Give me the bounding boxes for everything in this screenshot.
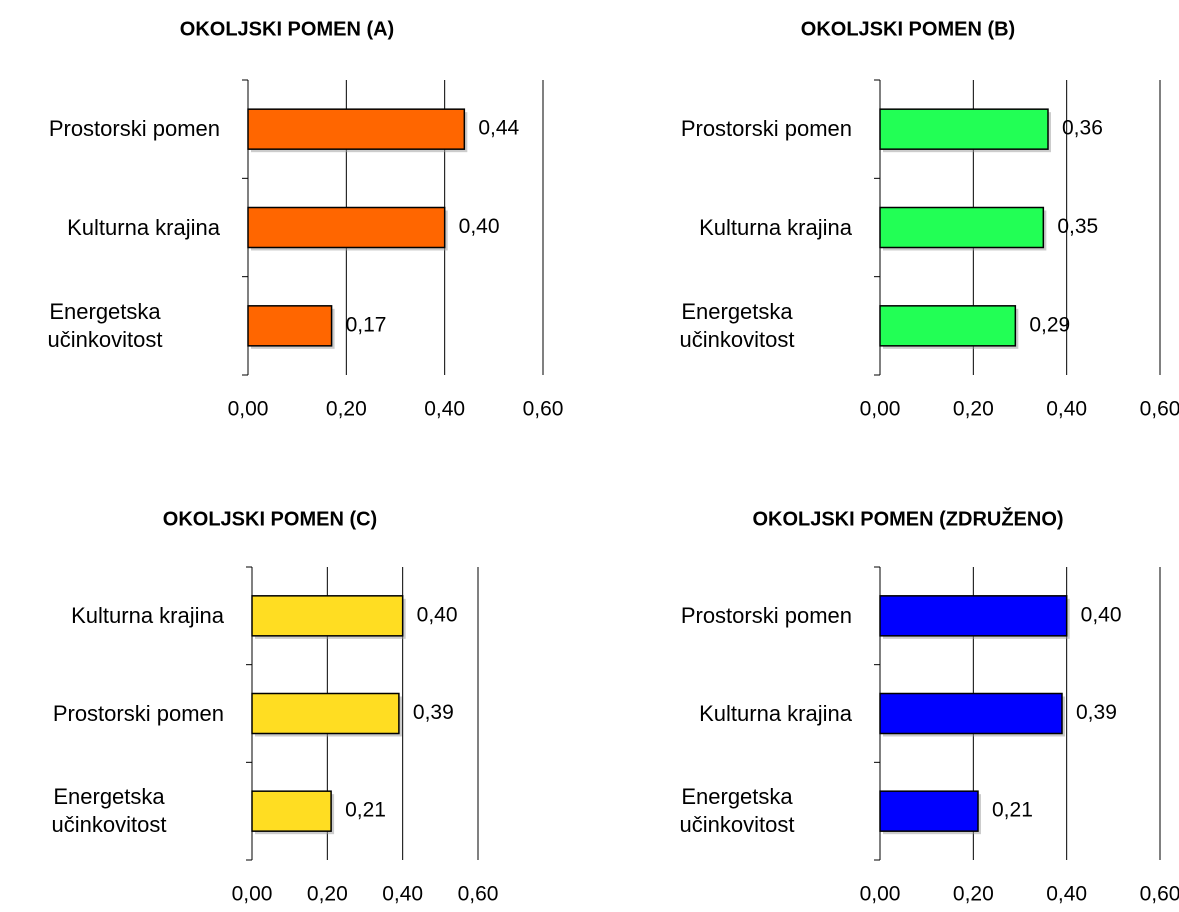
bar	[879, 206, 1045, 249]
x-tick-label: 0,40	[424, 398, 465, 421]
category-label: Prostorski pomen	[680, 116, 852, 142]
x-tick-label: 0,40	[1046, 883, 1087, 906]
category-label: Prostorski pomen	[52, 700, 224, 726]
value-label: 0,21	[992, 799, 1033, 822]
bar	[251, 790, 332, 832]
bar	[879, 108, 1049, 150]
bar	[879, 305, 1017, 347]
value-label: 0,29	[1029, 313, 1070, 336]
category-label: Prostorski pomen	[48, 116, 220, 142]
value-label: 0,21	[345, 799, 386, 822]
bar	[879, 595, 1068, 637]
category-label: Kulturna krajina	[699, 214, 852, 240]
category-label: Kulturna krajina	[71, 602, 224, 628]
x-tick-label: 0,20	[307, 883, 348, 906]
value-label: 0,39	[1076, 701, 1117, 724]
x-tick-label: 0,60	[458, 883, 499, 906]
bar	[879, 790, 979, 832]
category-label: Kulturna krajina	[699, 700, 852, 726]
category-label: Energetska učinkovitost	[47, 298, 163, 352]
x-tick-label: 0,20	[953, 398, 994, 421]
chart-title: OKOLJSKI POMEN (ZDRUŽENO)	[752, 506, 1063, 530]
category-label: Kulturna krajina	[67, 214, 220, 240]
x-tick-label: 0,00	[232, 883, 273, 906]
bar	[247, 206, 446, 249]
category-label: Energetska učinkovitost	[679, 784, 795, 838]
bar	[251, 595, 404, 637]
x-tick-label: 0,00	[860, 883, 901, 906]
category-label: Energetska učinkovitost	[679, 298, 795, 352]
bar	[247, 305, 333, 347]
x-tick-label: 0,20	[326, 398, 367, 421]
value-label: 0,44	[478, 117, 519, 140]
bar	[879, 692, 1063, 735]
value-label: 0,40	[417, 603, 458, 626]
x-tick-label: 0,20	[953, 883, 994, 906]
value-label: 0,40	[459, 215, 500, 238]
x-tick-label: 0,40	[1046, 398, 1087, 421]
category-label: Energetska učinkovitost	[51, 784, 167, 838]
chart-title: OKOLJSKI POMEN (B)	[801, 18, 1015, 40]
chart-title: OKOLJSKI POMEN (C)	[163, 508, 377, 530]
category-label: Prostorski pomen	[680, 602, 852, 628]
bar	[251, 692, 400, 735]
value-label: 0,40	[1081, 603, 1122, 626]
bar	[247, 108, 466, 150]
value-label: 0,36	[1062, 117, 1103, 140]
value-label: 0,17	[346, 313, 387, 336]
x-tick-label: 0,60	[1140, 883, 1179, 906]
x-tick-label: 0,60	[523, 398, 564, 421]
chart-title: OKOLJSKI POMEN (A)	[180, 18, 394, 40]
value-label: 0,39	[413, 701, 454, 724]
x-tick-label: 0,40	[382, 883, 423, 906]
value-label: 0,35	[1057, 215, 1098, 238]
x-tick-label: 0,00	[860, 398, 901, 421]
x-tick-label: 0,00	[228, 398, 269, 421]
x-tick-label: 0,60	[1140, 398, 1179, 421]
